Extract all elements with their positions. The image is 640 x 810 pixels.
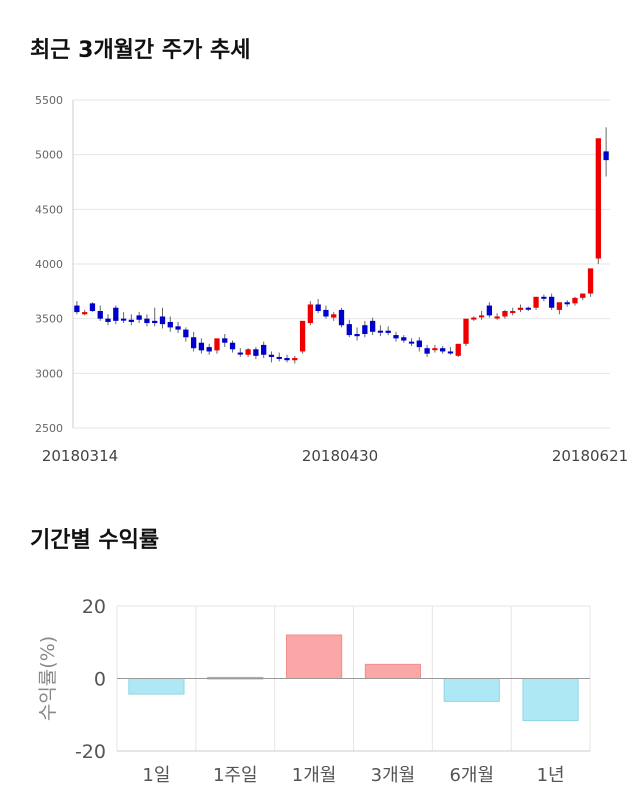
candle-body	[183, 329, 189, 338]
candle-body	[556, 302, 563, 310]
candle-body	[89, 303, 96, 312]
candle-body	[377, 330, 384, 333]
return-bar	[522, 678, 579, 722]
candle-body	[284, 358, 290, 361]
candle-body	[393, 335, 399, 339]
candle-body	[167, 321, 173, 328]
candle-body	[478, 315, 485, 318]
y-tick-label: 5500	[35, 94, 63, 107]
returns-chart-title: 기간별 수익률	[30, 528, 160, 553]
candle-body	[455, 343, 461, 356]
candle-body	[525, 307, 531, 310]
candle-body	[338, 309, 345, 326]
candle-body	[323, 309, 329, 317]
candle-body	[120, 318, 127, 321]
candle-body	[299, 320, 306, 352]
y-tick-label: 3000	[35, 367, 63, 380]
candle-body	[502, 311, 508, 317]
candle-body	[136, 315, 142, 320]
candle-body	[307, 304, 314, 324]
candle-body	[74, 305, 80, 313]
candle-body	[447, 351, 454, 354]
y-tick-label: 4500	[35, 203, 63, 216]
category-label: 3개월	[371, 765, 416, 786]
candle-body	[572, 297, 578, 304]
candle-body	[463, 318, 469, 344]
candle-body	[245, 349, 251, 355]
category-label: 1년	[537, 765, 565, 786]
return-bar	[285, 634, 343, 679]
candle-body	[198, 342, 205, 351]
x-tick-label: 20180430	[302, 447, 378, 465]
candle-body	[229, 342, 236, 350]
y-tick-label: 20	[82, 596, 106, 618]
candle-body	[206, 347, 212, 352]
candle-body	[315, 304, 321, 312]
candle-body	[510, 311, 516, 314]
y-tick-label: 3500	[35, 313, 63, 326]
candle-body	[128, 319, 135, 322]
candle-body	[587, 268, 594, 294]
candle-body	[541, 296, 547, 299]
candlestick-chart: 2500 3000 3500 4000 4500 5000 5500 20180314 2018…	[35, 94, 628, 465]
candle-body	[214, 338, 220, 351]
candle-body	[346, 324, 352, 336]
return-bar	[128, 678, 185, 695]
y-axis-label: 수익률(%)	[37, 636, 59, 721]
candle-body	[97, 311, 103, 319]
category-label: 6개월	[449, 765, 494, 786]
candle-body	[261, 344, 267, 355]
candle-body	[175, 326, 181, 330]
candle-body	[268, 354, 275, 357]
candle-body	[253, 349, 259, 356]
candle-body	[331, 314, 337, 318]
price-chart-title: 최근 3개월간 주가 추세	[30, 38, 251, 63]
candle-body	[144, 318, 150, 324]
x-tick-label: 20180314	[42, 447, 118, 465]
category-label: 1주일	[213, 765, 258, 786]
candle-body	[113, 307, 119, 321]
candle-body	[471, 317, 477, 320]
candle-body	[533, 296, 539, 308]
candle-body	[190, 337, 197, 349]
candle-body	[494, 316, 500, 319]
candle-body	[362, 325, 368, 334]
candle-body	[424, 348, 430, 354]
candle-body	[517, 307, 524, 310]
category-label: 1일	[142, 765, 170, 786]
candle-body	[595, 138, 601, 259]
candle-body	[385, 330, 391, 333]
candle-body	[408, 341, 415, 344]
candle-body	[580, 293, 586, 298]
candle-body	[82, 312, 88, 315]
candle-body	[354, 333, 360, 337]
candle-body	[564, 302, 570, 305]
y-tick-label: 0	[94, 669, 106, 691]
x-tick-label: 20180621	[552, 447, 628, 465]
candle-body	[401, 337, 407, 341]
candle-body	[105, 318, 111, 322]
candle-body	[276, 356, 282, 359]
candle-body	[548, 296, 555, 308]
candle-body	[237, 352, 243, 355]
category-label: 1개월	[292, 765, 337, 786]
candle-body	[369, 320, 376, 332]
candle-body	[486, 305, 493, 316]
y-tick-label: -20	[75, 741, 106, 763]
candle-body	[416, 340, 422, 348]
y-tick-label: 4000	[35, 258, 63, 271]
candle-body	[432, 348, 438, 351]
return-bar	[443, 678, 500, 702]
candle-body	[222, 338, 228, 343]
candle-body	[603, 151, 609, 161]
y-tick-label: 2500	[35, 422, 63, 435]
candle-body	[159, 316, 166, 325]
y-tick-label: 5000	[35, 149, 63, 162]
candle-body	[152, 320, 158, 324]
candle-body	[440, 348, 446, 352]
return-bar	[364, 663, 422, 679]
candle-body	[292, 358, 298, 361]
